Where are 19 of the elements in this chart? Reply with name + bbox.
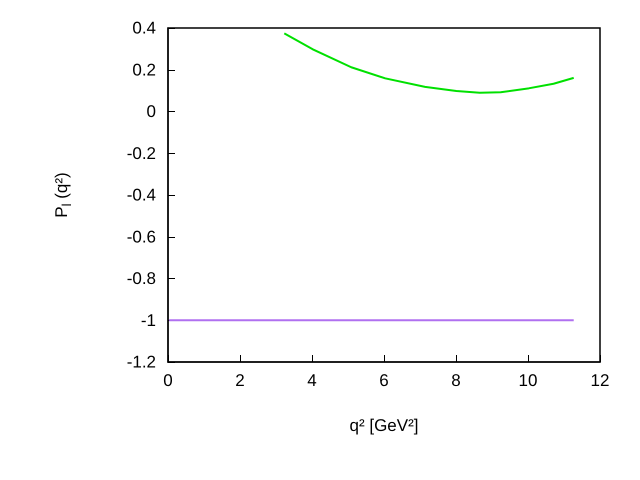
x-tick-label: 10: [518, 371, 538, 390]
line-series: [283, 32, 575, 94]
y-tick-label: 0.2: [132, 60, 156, 80]
y-tick-label: -0.4: [126, 186, 156, 204]
x-tick-label: 12: [590, 371, 610, 390]
y-tick-label: 0: [146, 102, 156, 121]
y-tick-label: -0.2: [126, 144, 156, 163]
y-tick-label: -0.6: [126, 227, 156, 246]
y-tick-label: -1.2: [126, 352, 156, 372]
x-axis-title: q² [GeV²]: [350, 416, 418, 435]
x-tick-label: 0: [163, 371, 173, 390]
x-tick-label: 2: [235, 371, 245, 390]
y-tick-label: -1: [140, 310, 156, 330]
y-tick-label: -0.8: [126, 269, 156, 288]
x-tick-label: 8: [451, 371, 461, 390]
y-axis-title: Pl (q²): [52, 172, 74, 218]
y-tick-label: 0.4: [132, 18, 156, 38]
x-tick-label: 6: [379, 371, 389, 390]
x-tick-label: 4: [307, 371, 317, 390]
